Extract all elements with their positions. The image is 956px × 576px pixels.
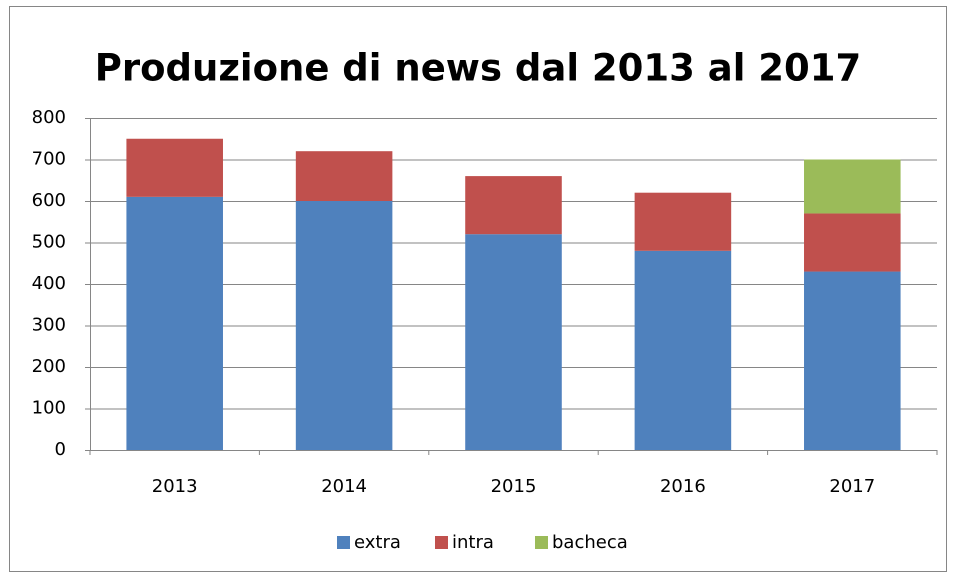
legend-swatch: [535, 536, 548, 549]
bar-segment: [634, 250, 732, 450]
y-tick-label: 100: [32, 398, 66, 419]
legend-swatch: [435, 536, 448, 549]
legend-label: extra: [354, 532, 401, 553]
legend-swatch: [337, 536, 350, 549]
y-tick-label: 300: [32, 315, 66, 336]
y-tick-label: 500: [32, 232, 66, 253]
bar-segment: [126, 196, 223, 450]
x-tick-label: 2015: [491, 476, 537, 497]
bar-segment: [804, 213, 901, 272]
x-tick-label: 2013: [152, 476, 198, 497]
legend-label: bacheca: [552, 532, 628, 553]
bar-segment: [465, 234, 562, 450]
x-tick-label: 2016: [660, 476, 706, 497]
bar-segment: [295, 201, 393, 450]
chart-title: Produzione di news dal 2013 al 2017: [95, 47, 862, 90]
bar-segment: [804, 159, 901, 214]
y-tick-label: 800: [32, 107, 66, 128]
y-tick-label: 700: [32, 149, 66, 170]
y-tick-label: 600: [32, 190, 66, 211]
bar-segment: [126, 138, 223, 197]
y-tick-label: 0: [55, 439, 66, 460]
legend-label: intra: [452, 532, 494, 553]
y-tick-label: 400: [32, 273, 66, 294]
x-tick-label: 2017: [829, 476, 875, 497]
bar-segment: [295, 151, 393, 201]
x-tick-label: 2014: [321, 476, 367, 497]
bar-segment: [804, 271, 901, 450]
bar-segment: [634, 192, 732, 251]
y-tick-label: 200: [32, 356, 66, 377]
bar-segment: [465, 176, 562, 235]
